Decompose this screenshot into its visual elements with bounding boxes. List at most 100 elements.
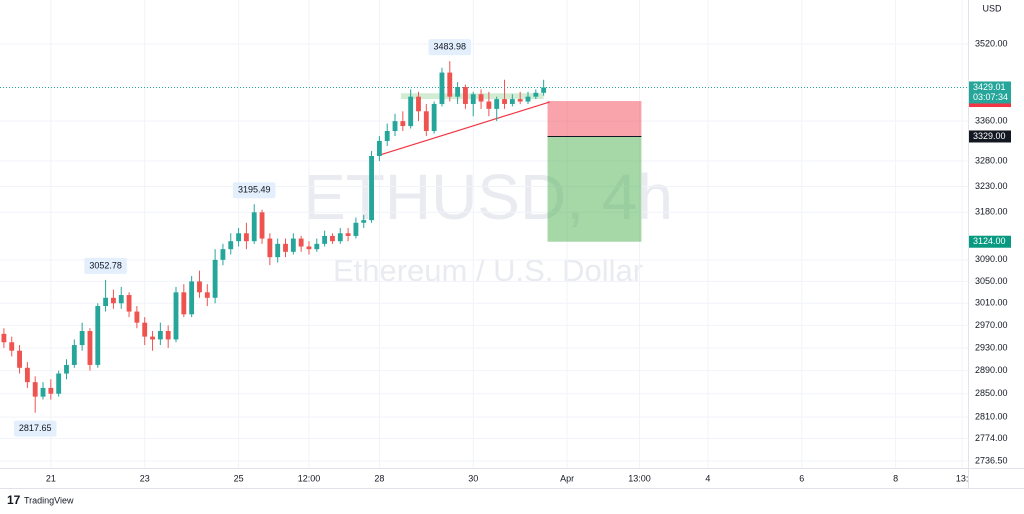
candle-body [369, 155, 374, 221]
y-tick-label: 3180.00 [975, 207, 1008, 217]
y-tick-label: 3090.00 [975, 254, 1008, 264]
candle-body [502, 99, 507, 104]
target-label: 3124.00 [973, 236, 1006, 246]
x-tick-label: Apr [560, 473, 574, 483]
candle-body [157, 331, 163, 340]
candles [1, 61, 547, 413]
candle-body [189, 281, 195, 315]
entry-label: 3329.00 [973, 131, 1006, 141]
candle-body [48, 387, 54, 394]
candle-body [110, 297, 116, 304]
candle-body [173, 292, 179, 340]
candle-body [298, 238, 304, 247]
candle-body [197, 281, 202, 293]
candle-body [439, 72, 445, 104]
x-tick-label: 4 [705, 473, 710, 483]
candle-body [525, 96, 531, 102]
x-tick-label: 21 [46, 473, 56, 483]
candle-body [353, 222, 359, 236]
y-tick-label: 2810.00 [975, 412, 1008, 422]
candle-body [1, 333, 7, 343]
candle-body [431, 103, 437, 132]
candle-body [423, 111, 429, 132]
y-tick-label: 2930.00 [975, 342, 1008, 352]
y-tick-label: 3360.00 [975, 116, 1008, 126]
logo-mark: 17 [7, 493, 21, 507]
candle-body [416, 96, 421, 112]
candle-body [455, 86, 461, 97]
brand: TradingView [24, 495, 74, 505]
y-tick-label: 2970.00 [975, 320, 1008, 330]
candle-body [470, 94, 476, 104]
target-zone [547, 136, 642, 242]
candle-body [267, 238, 273, 258]
y-tick-label: 2850.00 [975, 388, 1008, 398]
x-tick-label: 13: [956, 473, 969, 483]
candle-body [322, 235, 328, 244]
x-tick-label: 8 [893, 473, 898, 483]
low-annotation: 2817.65 [19, 423, 52, 433]
candle-body [486, 101, 492, 109]
grid [0, 0, 968, 468]
candle-body [314, 243, 320, 250]
candle-body [400, 121, 406, 127]
candle-body [118, 295, 124, 304]
candle-body [95, 306, 101, 365]
y-tick-label: 2736.50 [975, 455, 1008, 465]
y-tick-label: 3280.00 [975, 155, 1008, 165]
y-tick-label: 3050.00 [975, 276, 1008, 286]
candle-body [40, 387, 46, 397]
candle-body [103, 297, 109, 307]
annotation-box [13, 420, 57, 437]
candle-body [9, 342, 15, 351]
currency[interactable]: USD [982, 3, 1002, 13]
candle-body [494, 99, 500, 109]
x-tick-label: 13:00 [628, 473, 651, 483]
y-tick-label: 3010.00 [975, 298, 1008, 308]
candle-body [150, 336, 155, 340]
candle-body [17, 350, 22, 368]
candle-body [408, 96, 414, 127]
candle-body [212, 259, 218, 298]
candle-body [236, 233, 242, 242]
candle-body [64, 364, 69, 374]
candle-body [384, 131, 390, 141]
candle-body [204, 292, 210, 298]
entry-label-box [969, 130, 1011, 143]
candle-body [517, 99, 523, 102]
y-tick-label: 2774.00 [975, 433, 1008, 443]
candle-body [181, 292, 187, 315]
currency-button[interactable] [976, 2, 1008, 16]
candle-body [87, 331, 93, 365]
candle-body [541, 87, 547, 93]
candle-body [71, 345, 77, 365]
annotation-box [428, 39, 472, 56]
candle-body [220, 249, 226, 260]
candle-body [259, 212, 265, 239]
candle-body [79, 331, 85, 346]
candle-body [243, 233, 249, 242]
candle-body [533, 92, 539, 97]
candle-body [165, 331, 171, 340]
last-price-box [969, 81, 1011, 104]
candle-body [251, 212, 257, 242]
candle-body [275, 243, 281, 258]
x-tick-label: 23 [140, 473, 150, 483]
x-tick-label: 6 [799, 473, 804, 483]
candle-body [462, 86, 468, 104]
candle-body [56, 373, 62, 394]
candle-body [345, 233, 351, 236]
drawings [378, 93, 642, 242]
candle-body [509, 99, 515, 104]
trendline [378, 101, 550, 157]
x-tick-label: 12:00 [298, 473, 321, 483]
x-tick-label: 28 [374, 473, 384, 483]
x-tick-label: 30 [468, 473, 478, 483]
target-label-box [969, 235, 1011, 248]
candle-body [330, 235, 335, 242]
candle-body [142, 322, 148, 337]
y-tick-label: 3520.00 [975, 38, 1008, 48]
